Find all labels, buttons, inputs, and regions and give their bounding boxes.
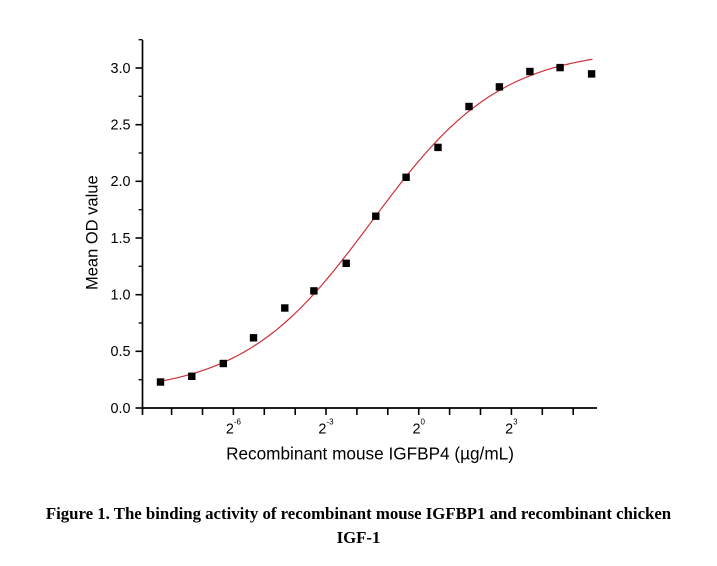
svg-text:0.0: 0.0 xyxy=(110,401,130,417)
svg-text:1.0: 1.0 xyxy=(110,288,130,304)
svg-text:0.5: 0.5 xyxy=(110,344,130,360)
svg-text:20: 20 xyxy=(412,418,425,438)
svg-text:Mean OD value: Mean OD value xyxy=(84,175,102,290)
svg-text:1.5: 1.5 xyxy=(110,231,130,247)
svg-text:23: 23 xyxy=(505,418,518,438)
svg-text:2-3: 2-3 xyxy=(318,418,334,438)
svg-text:2.0: 2.0 xyxy=(110,174,130,190)
svg-text:3.0: 3.0 xyxy=(110,61,130,77)
svg-text:Recombinant mouse IGFBP4 (µg/m: Recombinant mouse IGFBP4 (µg/mL) xyxy=(226,444,514,464)
svg-text:2.5: 2.5 xyxy=(110,118,130,134)
svg-text:2-6: 2-6 xyxy=(226,418,242,438)
